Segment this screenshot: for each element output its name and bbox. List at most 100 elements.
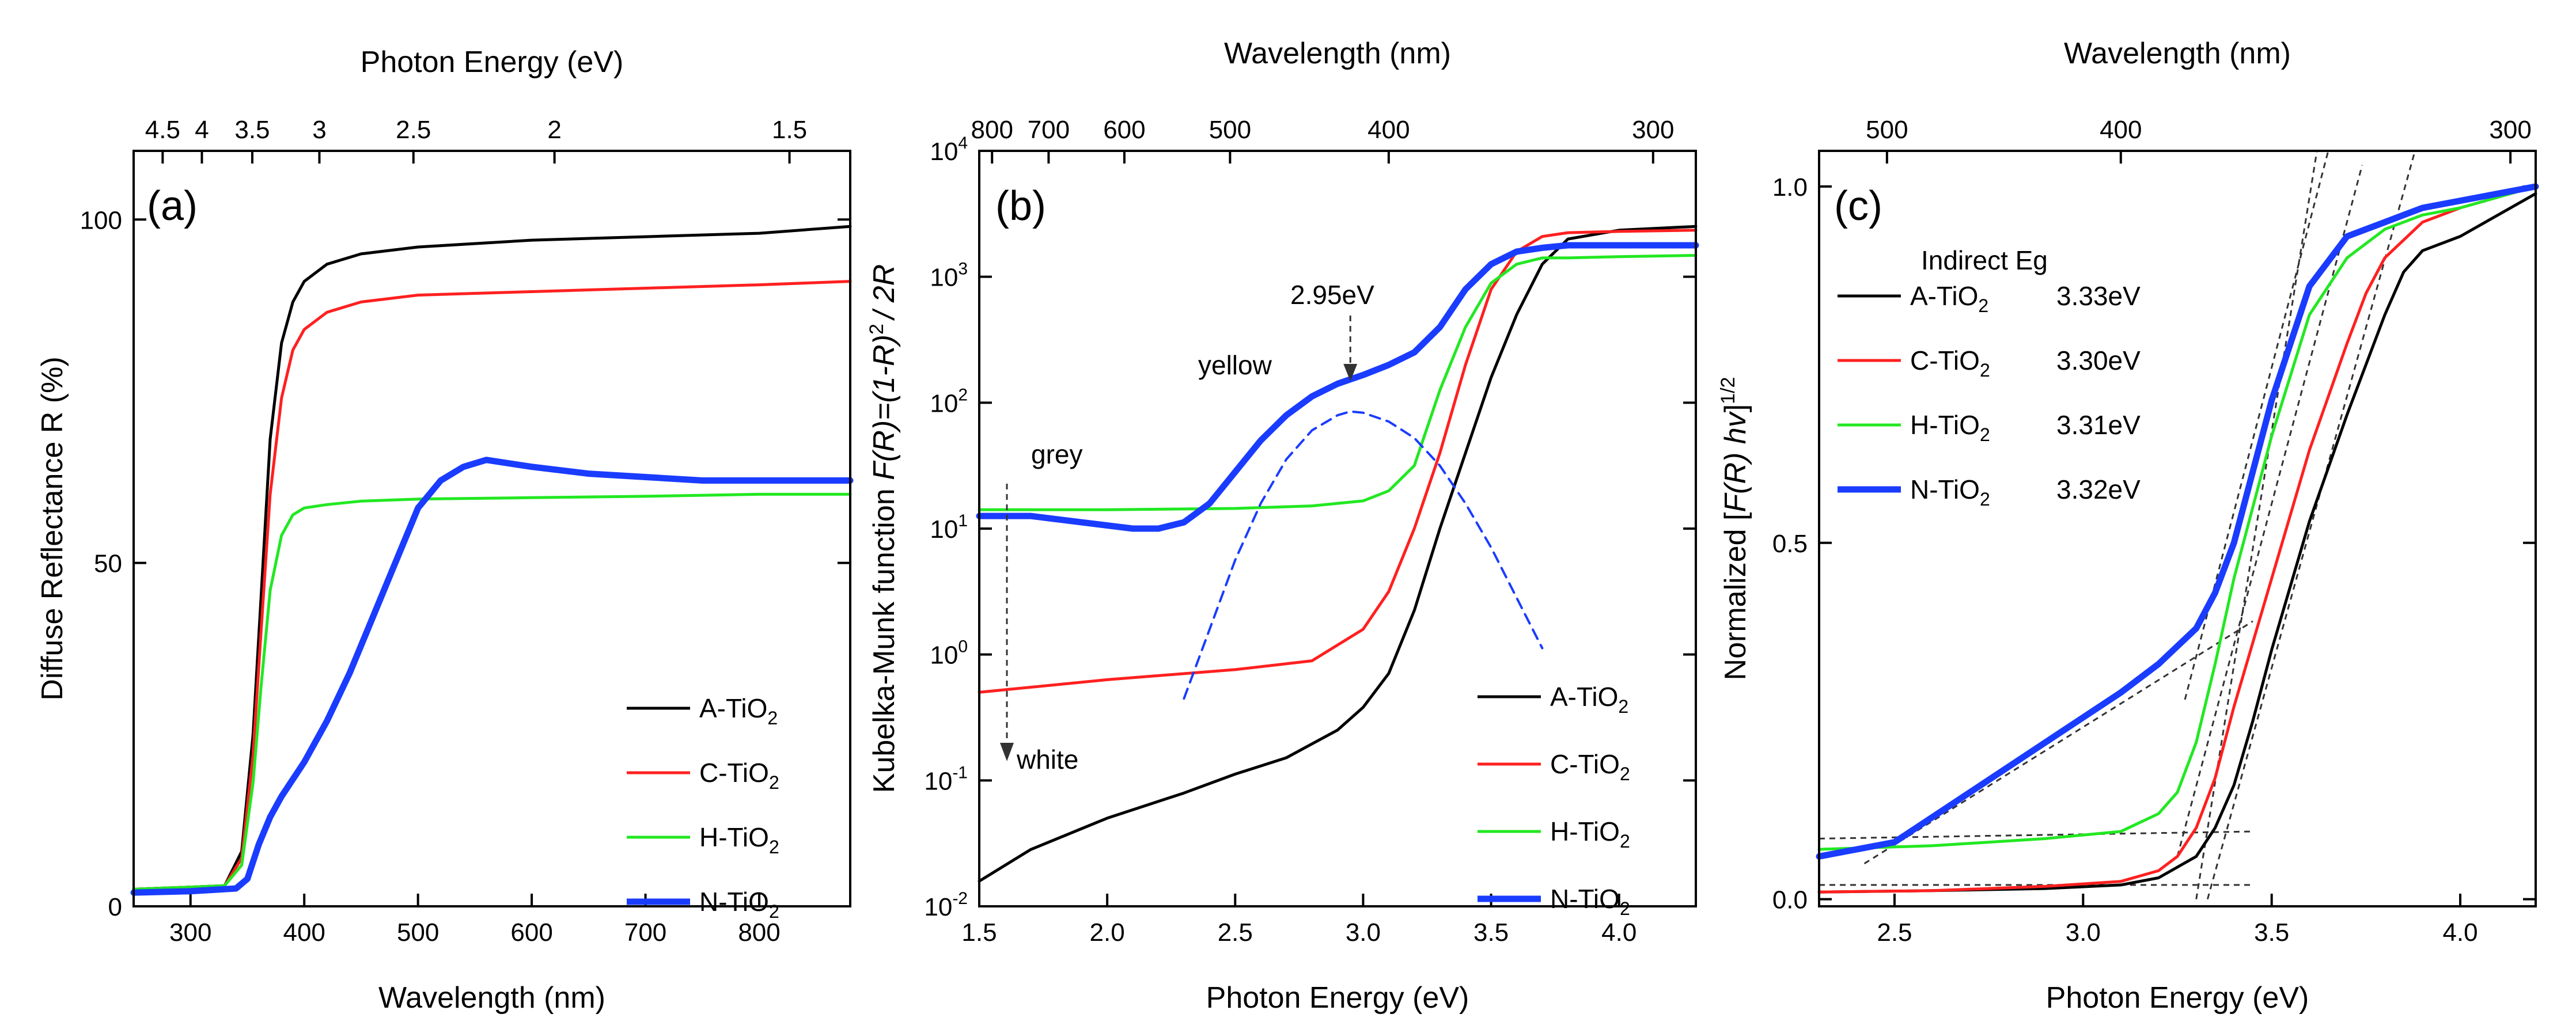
series-line-gaussian-fit [1183,410,1544,700]
x-tick-label: 600 [510,918,552,947]
annotation-white: white [1016,745,1078,774]
series-line-h-tio2 [132,492,852,891]
x-tick-label: 2.5 [1877,918,1912,947]
legend-label-sub: 2 [1620,764,1630,784]
y-tick-base: 10 [930,389,958,417]
panel-b-x-title: Photon Energy (eV) [1206,981,1469,1015]
panel-c-top-title: Wavelength (nm) [2064,37,2291,70]
panel-c-frame [1818,150,2537,907]
series-line-h-tio2 [1817,185,2537,851]
x-tick-label: 3.5 [2254,918,2289,947]
y-tick-exp: -1 [952,763,968,782]
panel-b-annotations: grey white yellow 2.95eV [1000,280,1374,774]
panel-a-x-title: Wavelength (nm) [378,981,605,1015]
top-tick-label: 4.5 [145,116,180,144]
panel-c-ticks: 2.5 3.0 3.5 4.0 500 400 300 0.0 0.5 1.0 [1772,116,2536,947]
legend-label-main: A-TiO [699,693,767,723]
legend-label-main: C-TiO [1550,749,1620,779]
legend-label: N-TiO2 [1910,474,1990,510]
panel-a-top-title: Photon Energy (eV) [361,45,624,79]
legend-label-main: H-TiO [1550,816,1620,846]
legend-label-sub: 2 [1620,831,1630,852]
series-line-h-tio2 [978,254,1698,511]
legend-eg-value: 3.30eV [2056,345,2141,375]
panel-b-y-title-part1: Kubelka-Munk function [867,480,901,793]
arrow-head-icon [1343,364,1358,381]
series-line-c-tio2 [1817,185,2537,894]
legend-eg-value: 3.32eV [2056,474,2141,504]
legend-label-sub: 2 [1980,489,1990,510]
y-tick-base: 10 [930,641,958,670]
top-tick-label: 600 [1103,116,1145,144]
y-tick-exp: 1 [958,511,968,530]
legend-label-main: C-TiO [1910,345,1980,375]
legend-label-sub: 2 [769,901,779,922]
legend-eg-value: 3.33eV [2056,281,2141,311]
panel-b-frame [978,150,1697,907]
legend-label: C-TiO2 [1910,345,1990,381]
x-tick-label: 3.5 [1473,918,1509,947]
panel-c-legend-title: Indirect Eg [1921,245,2048,275]
y-tick-label: 103 [930,260,968,292]
y-tick-label: 10-2 [924,889,968,921]
x-tick-label: 3.0 [2066,918,2101,947]
series-line-c-tio2 [132,280,852,891]
series-line-c-tio2 [978,229,1698,694]
legend-label: H-TiO2 [699,822,779,857]
annotation-peak: 2.95eV [1290,280,1374,310]
x-tick-label: 500 [397,918,439,947]
y-tick-label: 101 [930,511,968,544]
top-tick-label: 4 [195,116,209,144]
x-tick-label: 2.5 [1218,918,1253,947]
top-tick-label: 700 [1028,116,1070,144]
y-tick-label: 10-1 [924,763,968,795]
panel-a-frame [132,150,851,907]
top-tick-label: 800 [971,116,1013,144]
legend-label: A-TiO2 [1910,281,1988,316]
x-tick-label: 2.0 [1090,918,1125,947]
panel-b-y-title-part2: F(R)=(1-R) [867,335,901,480]
x-tick-label: 300 [169,918,211,947]
y-tick-label: 1.0 [1772,173,1808,202]
tangent-fit-line [1863,620,2253,865]
top-tick-label: 400 [1367,116,1410,144]
legend-label-sub: 2 [769,837,779,857]
x-tick-label: 1.5 [961,918,997,947]
panel-c: 2.5 3.0 3.5 4.0 500 400 300 0.0 0.5 1.0 (c) Photo… [1717,37,2539,1015]
legend-label: H-TiO2 [1550,816,1630,852]
legend-label-sub: 2 [1980,424,1990,445]
y-tick-base: 10 [924,767,952,795]
y-tick-exp: 2 [958,385,968,404]
panel-c-y-title-part4: 1/2 [1717,377,1739,404]
x-tick-label: 800 [738,918,780,947]
legend-label-sub: 2 [1980,360,1990,381]
arrow-head-icon [1000,743,1014,761]
y-tick-base: 10 [924,893,952,921]
y-tick-base: 10 [930,264,958,292]
annotation-grey: grey [1031,439,1082,469]
legend-label-sub: 2 [1620,898,1630,919]
top-tick-label: 400 [2100,116,2142,144]
y-tick-exp: 4 [958,134,968,153]
legend-label: H-TiO2 [1910,410,1990,445]
tangent-fit-line [2206,150,2416,900]
series-line-n-tio2 [130,457,854,896]
legend-label-sub: 2 [1618,696,1628,717]
x-tick-label: 700 [624,918,666,947]
panel-c-y-title-part2: F(R) hv [1719,411,1752,512]
top-tick-label: 500 [1209,116,1251,144]
panel-c-y-title-part3: ] [1719,404,1752,412]
panel-c-x-title: Photon Energy (eV) [2046,981,2309,1015]
top-tick-label: 2 [547,116,561,144]
top-tick-label: 500 [1866,116,1908,144]
y-tick-label: 100 [80,206,122,234]
legend-label-main: H-TiO [699,822,769,852]
y-tick-label: 102 [930,385,968,417]
panel-b-y-title-part4: / 2R [867,264,901,321]
